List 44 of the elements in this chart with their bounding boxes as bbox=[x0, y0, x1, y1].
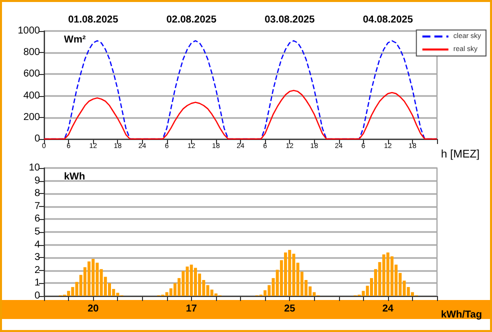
bar bbox=[292, 254, 296, 296]
text: 02.08.2025 bbox=[166, 14, 217, 26]
y-tick-label: 6 bbox=[34, 214, 40, 225]
y-tick-label: 7 bbox=[34, 200, 40, 212]
bar bbox=[96, 262, 99, 296]
bar bbox=[186, 266, 189, 296]
y-tick-label: 4 bbox=[34, 239, 40, 250]
x-axis-title: h [MEZ] bbox=[441, 148, 480, 160]
bar bbox=[88, 261, 91, 296]
y-tick-label: 200 bbox=[23, 112, 40, 123]
bar bbox=[390, 256, 394, 296]
y-tick-label: 800 bbox=[23, 47, 40, 58]
y-tick-label: 10 bbox=[28, 162, 40, 174]
y-axis-title: Wm² bbox=[64, 34, 86, 46]
bar bbox=[386, 252, 390, 296]
y-tick-label: 0 bbox=[34, 290, 40, 302]
y-axis-title: kWh bbox=[64, 172, 86, 182]
y-tick-label: 1 bbox=[34, 278, 40, 289]
bar bbox=[165, 292, 168, 296]
x-axis-title: kWh/Tag bbox=[441, 310, 482, 320]
bar bbox=[382, 254, 386, 296]
bar bbox=[214, 293, 218, 296]
text: 25 bbox=[284, 304, 296, 314]
y-tick-label: 5 bbox=[34, 226, 40, 238]
bar bbox=[284, 252, 288, 296]
bar bbox=[67, 290, 70, 296]
y-tick-label: 3 bbox=[34, 252, 40, 264]
text: 03.08.2025 bbox=[264, 14, 316, 26]
bar bbox=[288, 250, 292, 296]
text: 04.08.2025 bbox=[362, 14, 414, 26]
y-tick-label: 9 bbox=[34, 175, 40, 186]
text: 20 bbox=[88, 304, 100, 314]
text: 17 bbox=[186, 304, 198, 314]
bar bbox=[190, 264, 193, 296]
y-tick-label: 400 bbox=[23, 90, 40, 102]
bar bbox=[194, 268, 197, 296]
y-tick-label: 2 bbox=[34, 264, 40, 276]
bar bbox=[116, 292, 120, 296]
y-tick-label: 1000 bbox=[18, 26, 40, 36]
y-tick-label: 8 bbox=[34, 188, 40, 200]
text: 01.08.2025 bbox=[68, 14, 119, 26]
y-tick-label: 600 bbox=[23, 68, 40, 80]
text: 24 bbox=[382, 304, 394, 314]
bar bbox=[92, 258, 95, 296]
